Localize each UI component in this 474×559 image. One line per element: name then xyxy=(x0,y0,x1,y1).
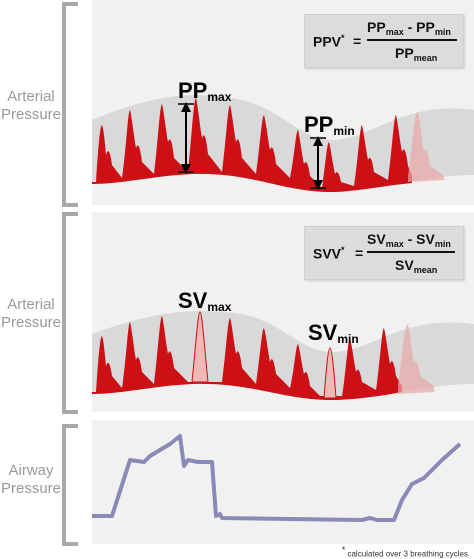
airway-pressure-line xyxy=(92,434,462,522)
ppv-formula-equals: = xyxy=(353,33,362,49)
airway-panel xyxy=(92,420,474,544)
ppv-panel: PPV* = PPmax - PPmin PPmean PPmax PPmin xyxy=(92,0,474,205)
sv-min-label: SVmin xyxy=(308,320,359,346)
footnote: * calculated over 3 breathing cycles xyxy=(341,545,468,559)
svv-waveform xyxy=(92,311,474,400)
sv-min-beat xyxy=(323,347,337,399)
panel-bracket-airway xyxy=(62,424,78,546)
pp-min-label: PPmin xyxy=(304,112,355,138)
arterial-waveform-red xyxy=(92,316,402,400)
pp-max-label: PPmax xyxy=(178,78,232,104)
svv-formula-box: SVV* = SVmax - SVmin SVmean xyxy=(304,226,464,280)
svv-formula-equals: = xyxy=(355,245,364,261)
pp-min-arrow-head-down xyxy=(313,180,323,190)
svv-fraction-bar xyxy=(367,251,455,253)
arterial-pressure-label-svv: Arterial Pressure xyxy=(0,296,62,331)
arterial-pressure-label-ppv: Arterial Pressure xyxy=(0,88,62,123)
sv-max-label: SVmax xyxy=(178,288,232,314)
svv-formula-denominator: SVmean xyxy=(395,257,438,275)
ppv-formula-denominator: PPmean xyxy=(395,45,438,63)
pp-max-arrow-head-up xyxy=(181,102,191,112)
ppv-formula-box: PPV* = PPmax - PPmin PPmean xyxy=(304,14,464,68)
ppv-fraction-bar xyxy=(367,39,457,41)
panel-bracket-ppv xyxy=(62,2,78,207)
pp-min-arrow-head-up xyxy=(313,136,323,146)
arterial-waveform-red xyxy=(92,98,412,192)
ppv-formula-lhs: PPV* xyxy=(313,33,345,50)
svv-panel: SVV* = SVmax - SVmin SVmean SVmax SVmin xyxy=(92,212,474,412)
pp-max-arrow-head-down xyxy=(181,164,191,174)
airway-waveform xyxy=(92,434,462,522)
svv-formula-numerator: SVmax - SVmin xyxy=(367,231,451,249)
airway-pressure-label: Airway Pressure xyxy=(0,462,62,497)
ppv-waveform xyxy=(92,95,474,192)
waveform-faded-tail xyxy=(408,112,444,182)
waveform-faded-tail xyxy=(398,324,434,394)
sv-max-beat xyxy=(191,311,209,383)
ppv-formula-numerator: PPmax - PPmin xyxy=(367,19,451,37)
panel-bracket-svv xyxy=(62,212,78,414)
svv-formula-lhs: SVV* xyxy=(313,245,345,262)
